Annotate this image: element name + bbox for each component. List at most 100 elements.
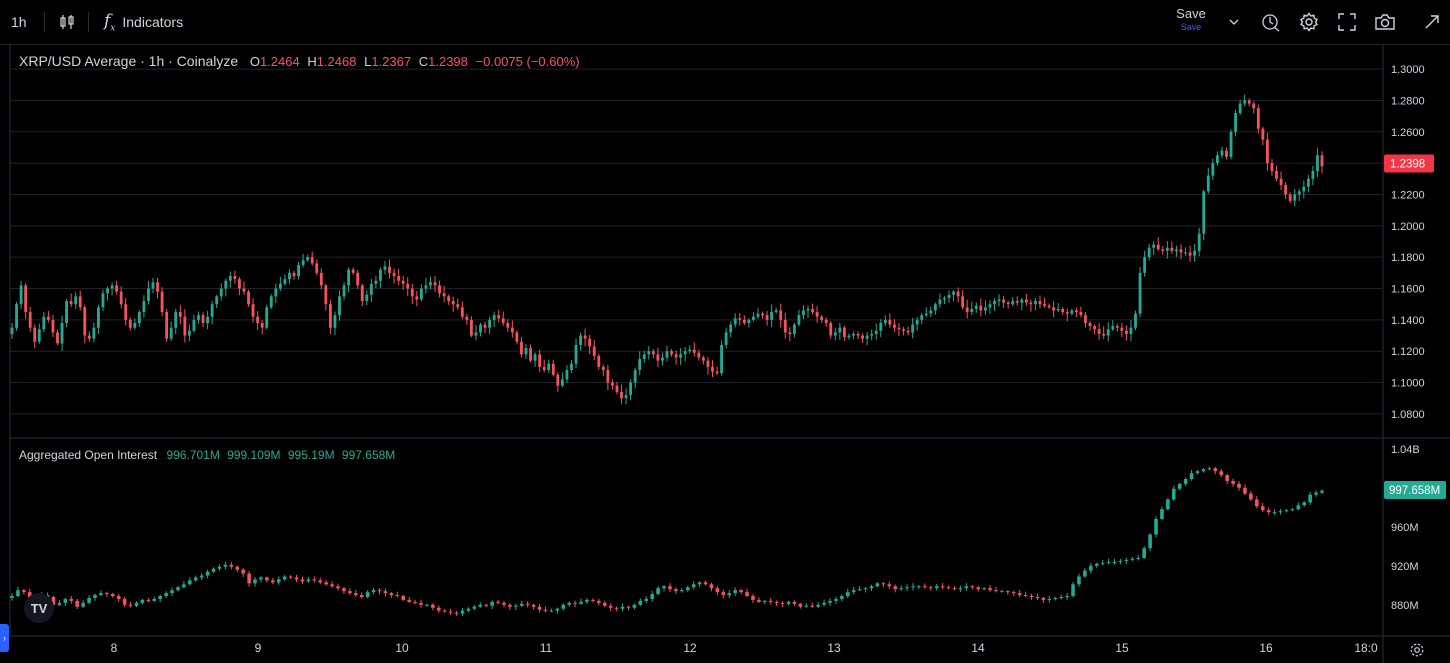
alert-clock-icon[interactable]: [1259, 10, 1283, 34]
oi-candle: [786, 601, 791, 604]
oi-candle: [217, 566, 222, 569]
oi-candle: [697, 582, 702, 585]
price-candle: [1124, 330, 1128, 334]
price-candle: [1306, 178, 1310, 187]
oi-candle: [792, 601, 797, 604]
chevron-down-icon[interactable]: [1222, 10, 1246, 34]
price-candle: [219, 288, 223, 297]
oi-candle: [620, 606, 625, 609]
oi-candle: [75, 600, 79, 607]
price-candle: [565, 370, 569, 380]
price-candle: [338, 296, 341, 316]
price-candle: [169, 327, 173, 339]
price-candle: [1247, 100, 1251, 104]
candles-icon[interactable]: [55, 10, 79, 34]
price-candle: [1311, 170, 1315, 179]
indicators-button[interactable]: fx Indicators: [104, 0, 183, 44]
oi-candle: [1308, 494, 1312, 503]
gear-icon[interactable]: [1297, 10, 1321, 34]
oi-candle: [638, 600, 643, 605]
price-candle: [97, 307, 100, 328]
price-candle: [592, 346, 596, 356]
price-candle: [442, 293, 446, 297]
price-candle: [638, 359, 642, 371]
price-tick-label: 1.1400: [1391, 315, 1425, 327]
settings-small-icon[interactable]: [1409, 642, 1425, 658]
oi-candle: [721, 592, 726, 596]
fx-icon: fx: [104, 10, 116, 34]
oi-candle: [22, 590, 26, 593]
oi-candle: [1314, 492, 1318, 495]
price-candle: [656, 354, 660, 361]
oi-candle: [549, 610, 554, 612]
oi-candle: [970, 586, 975, 588]
price-candle: [661, 357, 664, 361]
oi-candle: [16, 590, 20, 597]
price-candle: [888, 319, 892, 325]
price-candle: [674, 354, 678, 358]
symbol-title[interactable]: XRP/USD Average · 1h · Coinalyze: [19, 53, 239, 69]
price-candle: [756, 313, 760, 317]
oi-candle: [460, 610, 465, 614]
open-value: 1.2464: [259, 54, 300, 69]
price-tick-label: 1.2000: [1391, 221, 1425, 233]
oi-candle: [484, 604, 488, 606]
oi-candle: [282, 576, 287, 580]
interval-button[interactable]: 1h: [11, 0, 27, 44]
price-candle: [119, 291, 123, 305]
price-candle: [1097, 329, 1101, 334]
price-candle: [774, 310, 778, 313]
price-candle: [1184, 252, 1187, 254]
oi-candle: [846, 592, 850, 597]
price-candle: [574, 344, 578, 364]
price-candle: [501, 318, 505, 323]
oi-candle: [727, 593, 732, 596]
price-candle: [1279, 178, 1283, 186]
price-candle: [783, 319, 787, 333]
oi-candle: [348, 591, 352, 594]
save-button[interactable]: Save Save: [1170, 6, 1212, 38]
price-candle: [1024, 299, 1028, 303]
oi-candle: [1183, 478, 1188, 484]
oi-candle: [537, 606, 542, 610]
oi-candle: [561, 604, 566, 609]
price-candle: [333, 315, 337, 328]
price-candle: [1061, 308, 1065, 313]
price-candle: [993, 301, 996, 305]
oi-candle: [591, 599, 595, 601]
oi-candle: [229, 564, 234, 567]
time-tick-label: 8: [111, 641, 118, 655]
oi-candle: [413, 601, 417, 603]
oi-candle: [1077, 576, 1081, 585]
oi-candle: [496, 601, 500, 603]
oi-candle: [1219, 471, 1224, 476]
price-candle: [115, 285, 119, 292]
price-candle: [520, 341, 523, 355]
chart-canvas[interactable]: 1.30001.28001.26001.24001.22001.20001.18…: [0, 44, 1450, 663]
tradingview-logo[interactable]: TV: [24, 593, 54, 623]
expand-panel-tab[interactable]: ›: [0, 624, 9, 652]
price-candle: [265, 307, 269, 328]
price-candle: [56, 332, 59, 344]
price-candle: [1120, 327, 1124, 331]
oi-candle: [834, 598, 838, 601]
price-candle: [469, 319, 473, 336]
price-tick-label: 1.1600: [1391, 284, 1425, 296]
price-candle: [529, 348, 532, 361]
oi-candle: [448, 611, 453, 613]
oi-candle: [662, 586, 666, 589]
price-candle: [1111, 326, 1115, 330]
oi-candle: [1029, 596, 1034, 598]
price-candle: [601, 366, 605, 371]
oi-candle: [164, 593, 168, 597]
oi-candle: [401, 596, 405, 600]
price-candle: [961, 296, 965, 308]
share-icon[interactable]: [1420, 10, 1444, 34]
price-candle: [1211, 163, 1215, 176]
oi-candle: [502, 602, 506, 605]
oi-title[interactable]: Aggregated Open Interest: [19, 448, 158, 462]
price-candle: [1284, 185, 1288, 195]
oi-candles: [10, 466, 1324, 616]
camera-icon[interactable]: [1373, 10, 1397, 34]
fullscreen-icon[interactable]: [1335, 10, 1359, 34]
